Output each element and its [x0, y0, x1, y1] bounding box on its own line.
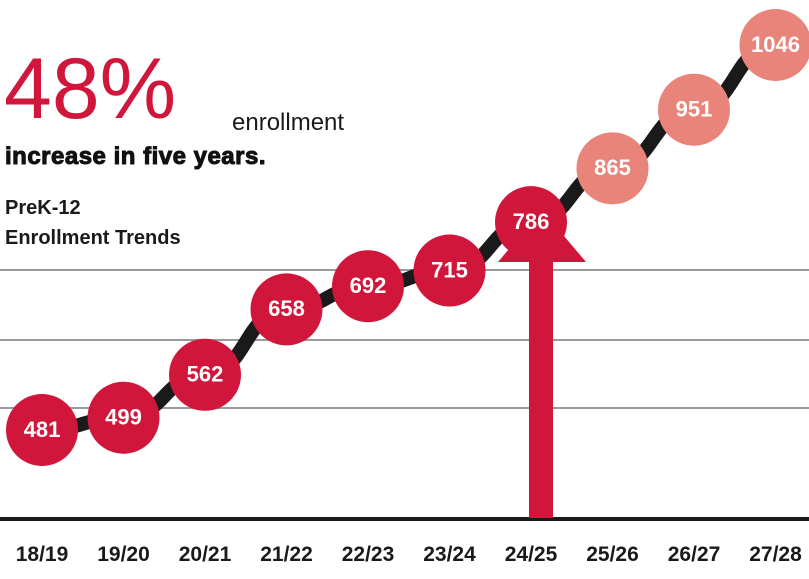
data-point	[658, 73, 730, 146]
data-point	[576, 132, 649, 205]
value-label: 692	[350, 273, 387, 298]
x-tick-label: 19/20	[97, 543, 150, 566]
subtitle: increase in five years.	[5, 143, 266, 170]
x-tick-label: 27/28	[749, 543, 802, 566]
value-label: 786	[513, 209, 550, 234]
value-label: 481	[24, 417, 61, 442]
value-label: 562	[187, 362, 224, 387]
value-label: 658	[268, 296, 305, 321]
x-tick-label: 25/26	[586, 543, 639, 566]
data-point	[250, 273, 323, 346]
value-label: 951	[676, 97, 713, 122]
data-point	[87, 381, 160, 454]
headline: 48%	[4, 41, 176, 137]
plot: 18/19 19/20 20/21 21/22 22/23 23/24 24/25 25/26…	[6, 9, 809, 566]
x-tick-label: 18/19	[16, 543, 69, 566]
x-tick-label: 23/24	[423, 543, 476, 566]
chart-title: PreK-12	[5, 197, 81, 219]
x-tick-label: 22/23	[342, 543, 395, 566]
data-point	[169, 338, 241, 411]
x-tick-label: 21/22	[260, 543, 313, 566]
value-label: 1046	[751, 32, 800, 57]
value-label: 865	[594, 155, 631, 180]
x-tick-label: 24/25	[505, 543, 558, 566]
data-point	[495, 186, 567, 259]
data-point	[332, 250, 404, 323]
value-label: 499	[105, 405, 142, 430]
x-tick-label: 20/21	[179, 543, 232, 566]
headline-suffix: enrollment	[232, 109, 344, 136]
data-point	[6, 394, 78, 466]
x-tick-label: 26/27	[668, 543, 721, 566]
value-label: 715	[431, 257, 468, 282]
data-point	[739, 9, 809, 81]
data-point	[413, 234, 486, 307]
arrow	[498, 210, 586, 518]
chart-title: Enrollment Trends	[5, 227, 181, 249]
